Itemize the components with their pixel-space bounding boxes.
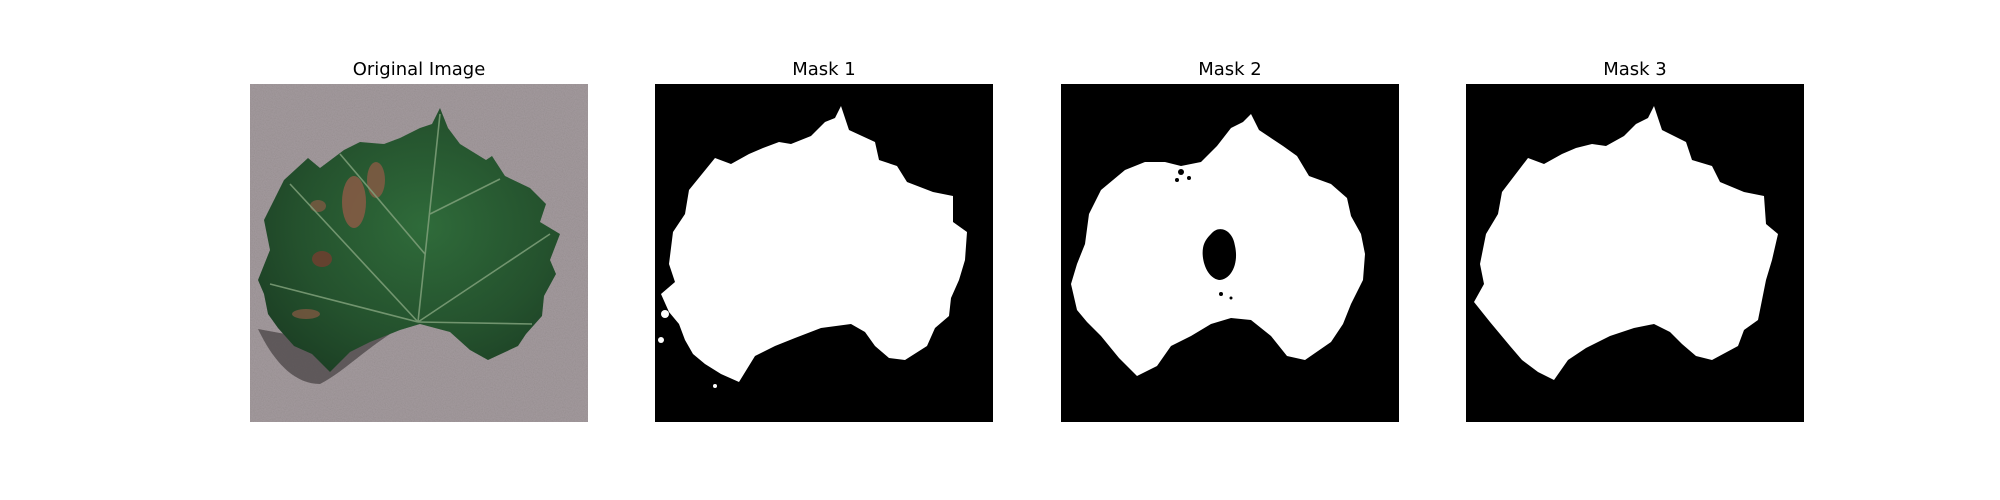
panel-original-image: Original Image <box>250 0 588 500</box>
mask-3-image <box>1466 84 1804 422</box>
panel-title: Mask 1 <box>655 58 993 82</box>
panel-mask-1: Mask 1 <box>655 0 993 500</box>
mask-1-image <box>655 84 993 422</box>
lesion <box>367 162 385 198</box>
lesion <box>292 309 320 319</box>
panel-title: Mask 3 <box>1466 58 1804 82</box>
panel-mask-2: Mask 2 <box>1061 0 1399 500</box>
panel-title: Original Image <box>250 58 588 82</box>
panel-title: Mask 2 <box>1061 58 1399 82</box>
lesion <box>312 251 332 267</box>
panel-mask-3: Mask 3 <box>1466 0 1804 500</box>
mask-2-image <box>1061 84 1399 422</box>
lesion <box>310 200 326 212</box>
leaf-photo <box>250 84 588 422</box>
lesion <box>342 176 366 228</box>
